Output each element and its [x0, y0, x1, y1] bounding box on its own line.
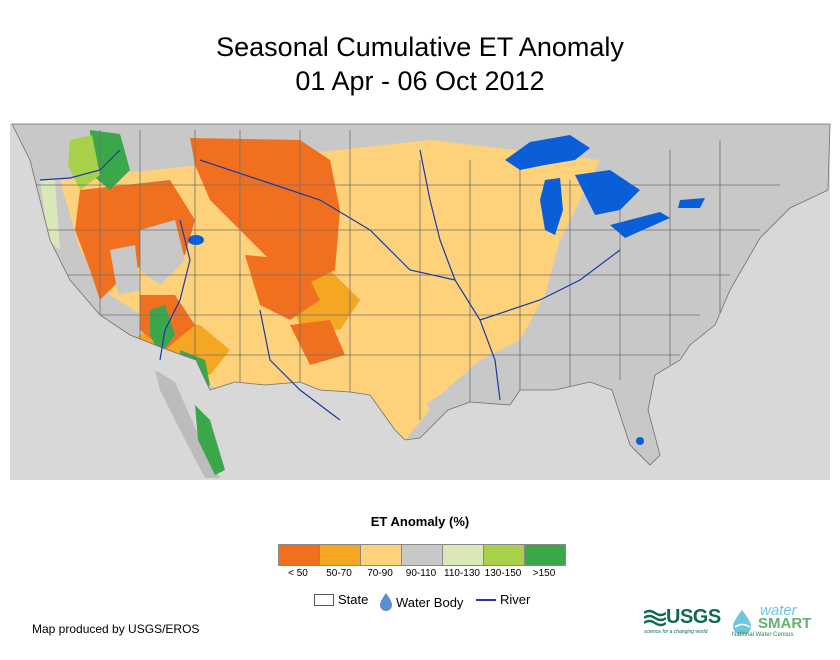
lake-erie	[610, 212, 670, 238]
lake-okeechobee	[636, 437, 644, 445]
lake-michigan	[540, 178, 563, 235]
rivers	[39, 149, 621, 421]
legend-swatch-110-130	[443, 545, 484, 565]
lake-superior	[505, 135, 590, 170]
river-columbia	[39, 149, 121, 181]
legend-bin-label: 90-110	[405, 568, 437, 579]
legend-swatch-gt150	[525, 545, 565, 565]
state-box-icon	[314, 593, 334, 606]
legend-color-bar	[278, 544, 566, 566]
usgs-wordmark: USGS	[666, 606, 721, 628]
zone-lt50-great-basin	[75, 180, 195, 300]
legend-bin-label: < 50	[288, 568, 308, 579]
legend-key-state: State	[314, 592, 368, 607]
water-globe-icon	[733, 610, 751, 634]
river-line-icon	[476, 598, 496, 601]
legend-key-river: River	[476, 592, 530, 607]
zone-lt50-panhandle	[290, 320, 345, 365]
watersmart-water-text: water	[760, 602, 797, 619]
map-date-range: 01 Apr - 06 Oct 2012	[295, 66, 545, 96]
legend-key-water: Water Body	[378, 592, 463, 612]
zone-lt50-colorado	[245, 255, 320, 320]
legend-bin-label: 130-150	[484, 568, 522, 579]
legend-title: ET Anomaly (%)	[370, 514, 470, 529]
river-rio-grande	[259, 309, 341, 421]
legend-bin-label: 110-130	[444, 568, 480, 579]
zone-110-130-coast	[40, 180, 60, 250]
map-credit: Map produced by USGS/EROS	[32, 622, 200, 636]
legend-swatch-90-110	[402, 545, 443, 565]
zone-lt50-northern-plains	[190, 138, 340, 285]
watersmart-subtitle: National Water Census	[732, 632, 794, 638]
zone-90-110-utah	[140, 220, 185, 285]
legend-state-label: State	[338, 592, 369, 607]
legend-swatch-70-90	[361, 545, 402, 565]
us-et-anomaly-map	[10, 123, 831, 480]
zone-gt150-arizona	[150, 305, 175, 355]
river-ohio	[479, 249, 621, 321]
usgs-wave-icon	[644, 609, 666, 626]
legend-bin-label: 50-70	[326, 568, 352, 579]
lake-huron	[575, 170, 640, 215]
legend-water-label: Water Body	[396, 594, 464, 610]
legend-river-label: River	[500, 592, 531, 607]
watersmart-smart-text: SMART	[758, 615, 812, 632]
water-bodies	[188, 135, 705, 445]
legend-bin-label: >150	[532, 568, 556, 579]
usgs-tagline: science for a changing world	[644, 629, 708, 635]
lake-ontario	[678, 198, 705, 208]
legend-swatch-lt50	[279, 545, 320, 565]
great-salt-lake	[188, 235, 204, 245]
legend-swatch-130-150	[484, 545, 525, 565]
map-title: Seasonal Cumulative ET Anomaly	[216, 32, 624, 62]
river-missouri	[199, 159, 456, 281]
legend-swatch-50-70	[320, 545, 361, 565]
legend-bin-label: 70-90	[367, 568, 393, 579]
water-drop-icon	[380, 593, 392, 611]
zone-90-110-nevada	[110, 245, 140, 295]
usgs-logo: USGS science for a changing world	[644, 606, 721, 635]
zone-gt150-mexico	[195, 405, 225, 475]
river-colorado	[159, 219, 191, 361]
us-outline	[11, 123, 831, 466]
